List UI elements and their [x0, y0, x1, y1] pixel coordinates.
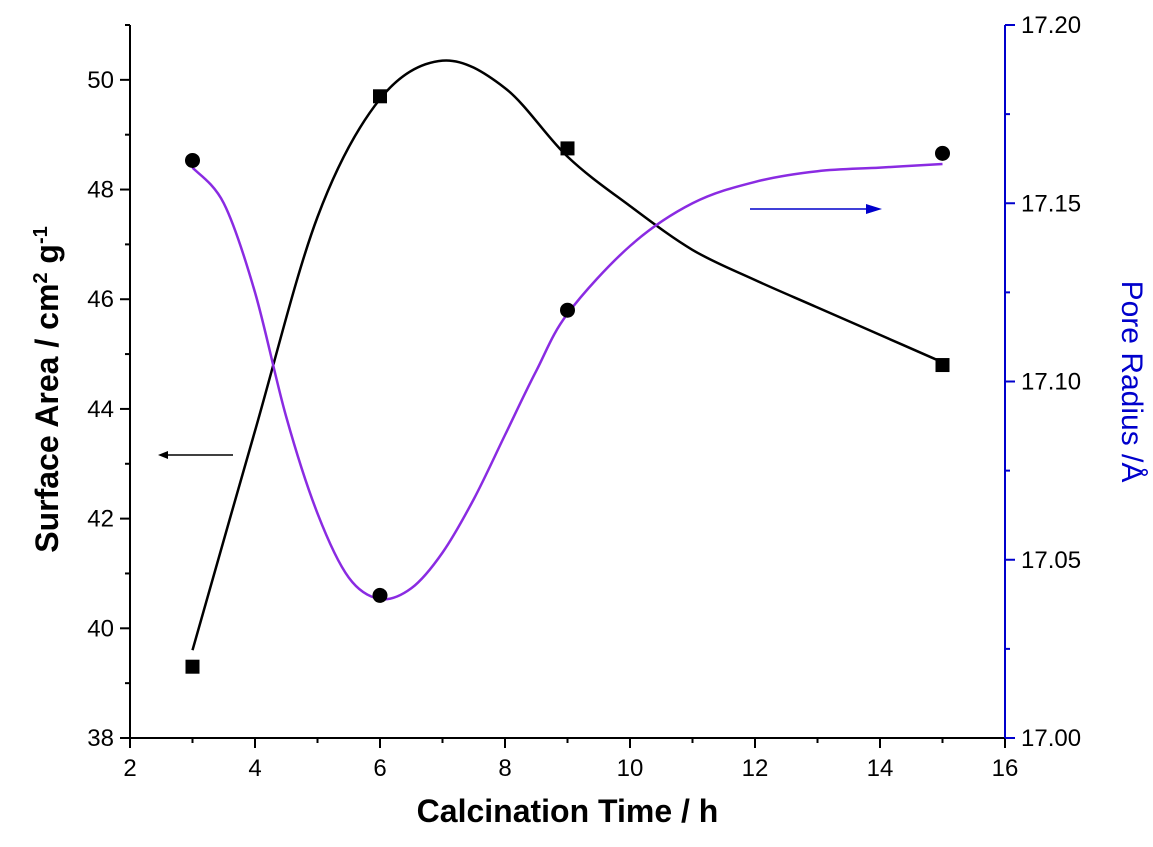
x-tick-label: 8	[498, 755, 511, 782]
y-left-tick-label: 46	[87, 286, 114, 313]
y-left-title-sup2: -1	[30, 226, 52, 244]
y-left-tick-label: 48	[87, 177, 114, 204]
y-left-title-sup1: 2	[30, 272, 52, 283]
y-right-axis-title: Pore Radius /Å	[1115, 281, 1148, 483]
y-right-tick-label: 17.00	[1021, 725, 1081, 752]
surface-area-point	[185, 659, 200, 674]
y-left-tick-label: 40	[87, 615, 114, 642]
x-tick-label: 4	[248, 755, 261, 782]
surface-area-point	[373, 89, 387, 104]
x-tick-label: 16	[992, 755, 1019, 782]
x-tick-label: 6	[373, 755, 386, 782]
y-left-axis-title: Surface Area / cm2 g-1	[29, 226, 65, 553]
y-left-title-mid: g	[29, 244, 65, 272]
pore-radius-point	[185, 152, 200, 168]
surface-area-fit-curve	[191, 59, 944, 651]
y-left-tick-label: 44	[87, 396, 114, 423]
surface-area-point	[935, 358, 950, 373]
y-right-tick-label: 17.20	[1021, 12, 1081, 39]
y-right-tick-label: 17.10	[1021, 369, 1081, 396]
x-axis-title: Calcination Time / h	[417, 793, 719, 829]
y-right-tick-label: 17.05	[1021, 547, 1081, 574]
surface-area-point	[560, 141, 575, 156]
pore-radius-fit-curve	[191, 162, 943, 601]
pore-radius-point	[935, 145, 950, 161]
x-tick-label: 12	[742, 755, 769, 782]
y-left-tick-label: 42	[87, 506, 114, 533]
y-right-tick-label: 17.15	[1021, 190, 1081, 217]
y-left-tick-label: 38	[87, 725, 114, 752]
pore-radius-point	[560, 302, 575, 318]
x-tick-label: 10	[617, 755, 644, 782]
y-left-title-main: Surface Area / cm	[29, 284, 65, 553]
pore-radius-point	[372, 587, 388, 603]
x-tick-label: 2	[123, 755, 136, 782]
x-tick-label: 14	[867, 755, 894, 782]
y-left-tick-label: 50	[87, 67, 114, 94]
